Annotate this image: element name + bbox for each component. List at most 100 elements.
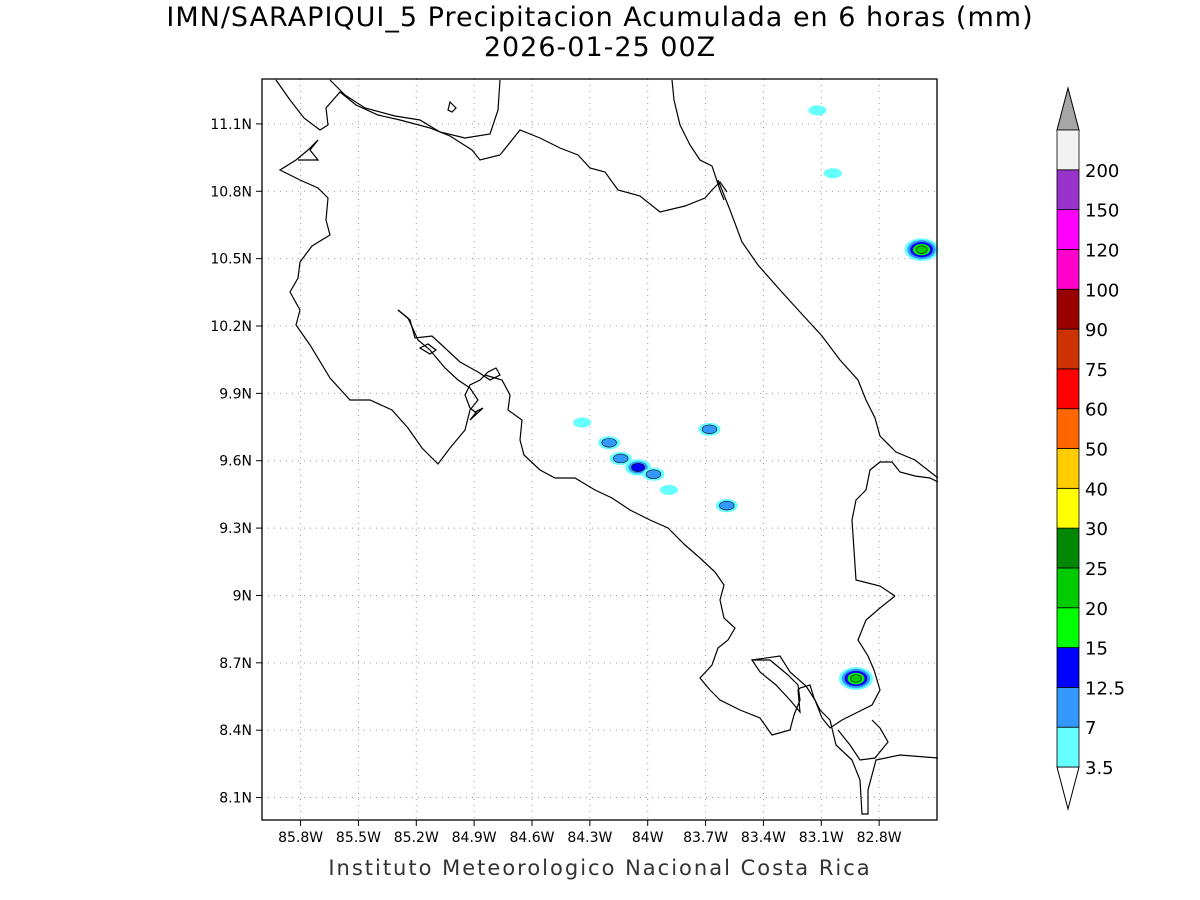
- precip-cell: [715, 499, 738, 513]
- legend-label: 150: [1085, 201, 1119, 222]
- caribbean-coast-cr: [717, 179, 939, 479]
- golfo-dulce: [751, 595, 896, 729]
- legend-swatch: [1056, 567, 1080, 609]
- legend-label: 15: [1085, 639, 1108, 660]
- precip-level-3.5: [808, 105, 827, 116]
- map-title: IMN/SARAPIQUI_5 Precipitacion Acumulada …: [166, 2, 1034, 33]
- legend-swatch: [1056, 408, 1080, 449]
- precip-level-7: [613, 453, 629, 464]
- y-tick-label: 8.1N: [219, 791, 252, 807]
- legend-label: 20: [1085, 599, 1108, 620]
- legend-swatch: [1056, 209, 1080, 250]
- precip-level-12.5: [631, 463, 645, 472]
- legend-swatch: [1056, 647, 1080, 688]
- color-legend: 3.5 7 12.5 15 20 25 30 40 50 60 75 90 100 120 150 200: [1056, 86, 1125, 811]
- precip-cell: [904, 238, 939, 262]
- x-tick-label: 84.3W: [567, 830, 612, 846]
- axes: 85.8W 85.5W 85.2W 84.9W 84.6W 84.3W 84W 83.7W 83…: [210, 78, 938, 846]
- legend-swatch: [1056, 686, 1080, 728]
- coastline: [275, 79, 939, 815]
- caribbean-coast-north: [671, 79, 725, 201]
- precip-level-3.5: [659, 484, 678, 495]
- legend-under-arrow: [1056, 766, 1080, 811]
- gulf-island: [418, 343, 438, 355]
- precip-level-3.5: [823, 168, 842, 179]
- legend-label: 40: [1085, 479, 1108, 500]
- legend-label: 60: [1085, 400, 1108, 421]
- pacific-coast-central: [484, 374, 939, 815]
- precip-cell: [839, 667, 873, 690]
- y-tick-label: 8.7N: [219, 656, 252, 672]
- precip-cell: [823, 168, 842, 179]
- y-tick-label: 11.1N: [210, 117, 252, 133]
- precip-level-20: [915, 245, 928, 254]
- legend-swatch: [1056, 169, 1080, 211]
- legend-swatch: [1056, 487, 1080, 529]
- map-subtitle: 2026-01-25 00Z: [483, 32, 717, 63]
- precip-cell: [609, 451, 632, 466]
- y-tick-label: 9N: [233, 588, 252, 604]
- precip-cell: [642, 467, 665, 481]
- legend-label: 100: [1085, 280, 1119, 301]
- precip-level-7: [701, 424, 718, 434]
- y-tick-label: 9.3N: [219, 521, 252, 537]
- x-tick-label: 84W: [632, 830, 664, 846]
- x-tick-label: 82.8W: [857, 830, 902, 846]
- pacific-coast-nicoya: [278, 139, 479, 465]
- precip-level-20: [850, 674, 862, 683]
- precip-cell: [698, 422, 721, 436]
- legend-label: 120: [1085, 240, 1119, 261]
- precip-level-7: [719, 500, 735, 511]
- x-tick-label: 84.9W: [452, 830, 497, 846]
- y-tick-label: 9.6N: [219, 454, 252, 470]
- precip-cell: [598, 436, 621, 450]
- x-tick-label: 85.5W: [336, 830, 381, 846]
- grid-lines: [262, 79, 937, 820]
- gulf-of-nicoya: [397, 309, 501, 421]
- lake-island: [447, 100, 457, 113]
- precip-cell: [659, 484, 678, 495]
- legend-swatch: [1056, 288, 1080, 330]
- x-tick-label: 85.2W: [394, 830, 439, 846]
- precip-level-7: [645, 469, 662, 479]
- y-tick-label: 10.8N: [210, 184, 252, 200]
- legend-label: 200: [1085, 161, 1119, 182]
- y-tick-label: 8.4N: [219, 723, 252, 739]
- x-tick-label: 83.1W: [799, 830, 844, 846]
- precip-cell: [573, 417, 592, 428]
- legend-label: 12.5: [1085, 678, 1125, 699]
- legend-swatch: [1056, 448, 1080, 489]
- legend-swatch: [1056, 328, 1080, 370]
- panama-border-north: [837, 719, 889, 761]
- legend-swatch: [1056, 527, 1080, 569]
- plot-frame: [261, 78, 938, 821]
- y-tick-label: 10.5N: [210, 252, 252, 268]
- legend-label: 30: [1085, 519, 1108, 540]
- legend-over-arrow: [1056, 86, 1080, 131]
- lake-shore-line: [329, 79, 501, 139]
- precipitation-contours: [573, 105, 939, 690]
- y-tick-label: 9.9N: [219, 386, 252, 402]
- legend-label: 75: [1085, 360, 1108, 381]
- panama-border: [851, 461, 939, 597]
- northern-border-line: [275, 79, 728, 213]
- legend-label: 3.5: [1085, 758, 1114, 779]
- legend-label: 90: [1085, 320, 1108, 341]
- x-tick-label: 85.8W: [278, 830, 323, 846]
- x-tick-label: 84.6W: [509, 830, 554, 846]
- legend-swatch: [1056, 607, 1080, 648]
- legend-label: 50: [1085, 440, 1108, 461]
- legend-label: 25: [1085, 559, 1108, 580]
- legend-swatch: [1056, 726, 1080, 768]
- footer-credit: Instituto Meteorologico Nacional Costa R…: [328, 856, 872, 880]
- legend-swatch: [1056, 368, 1080, 410]
- legend-swatch: [1056, 249, 1080, 290]
- legend-swatch: [1056, 129, 1080, 171]
- x-tick-label: 83.7W: [683, 830, 728, 846]
- precip-level-7: [601, 438, 617, 448]
- y-tick-label: 10.2N: [210, 319, 252, 335]
- precip-level-3.5: [573, 417, 592, 428]
- precip-cell: [808, 105, 827, 116]
- legend-label: 7: [1085, 718, 1096, 739]
